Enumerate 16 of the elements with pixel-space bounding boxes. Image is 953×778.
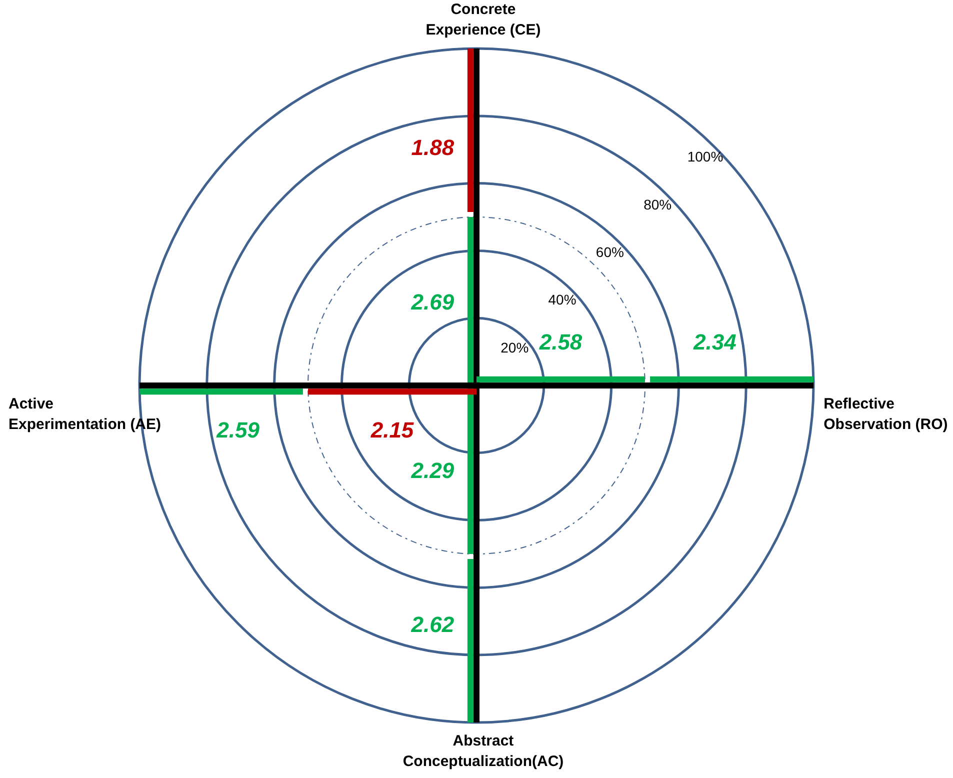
text: 40% (548, 292, 576, 308)
category-label: Reflective Observation (RO) (824, 396, 948, 434)
data-label: 2.69 (410, 289, 455, 314)
category-label: Concrete Experience (CE) (426, 0, 541, 38)
text: 80% (644, 196, 672, 212)
data-label: 2.15 (370, 417, 414, 442)
category-label: Abstract Conceptualization(AC) (402, 732, 564, 770)
data-label: 2.58 (538, 330, 583, 355)
data-label: 2.29 (410, 458, 455, 483)
data-label: 1.88 (411, 135, 455, 160)
text: 20% (500, 339, 529, 356)
text: 60% (596, 244, 624, 260)
text: 100% (687, 148, 724, 165)
data-label: 2.34 (692, 330, 736, 355)
data-label: 2.59 (216, 417, 260, 442)
data-label: 2.62 (410, 612, 455, 637)
